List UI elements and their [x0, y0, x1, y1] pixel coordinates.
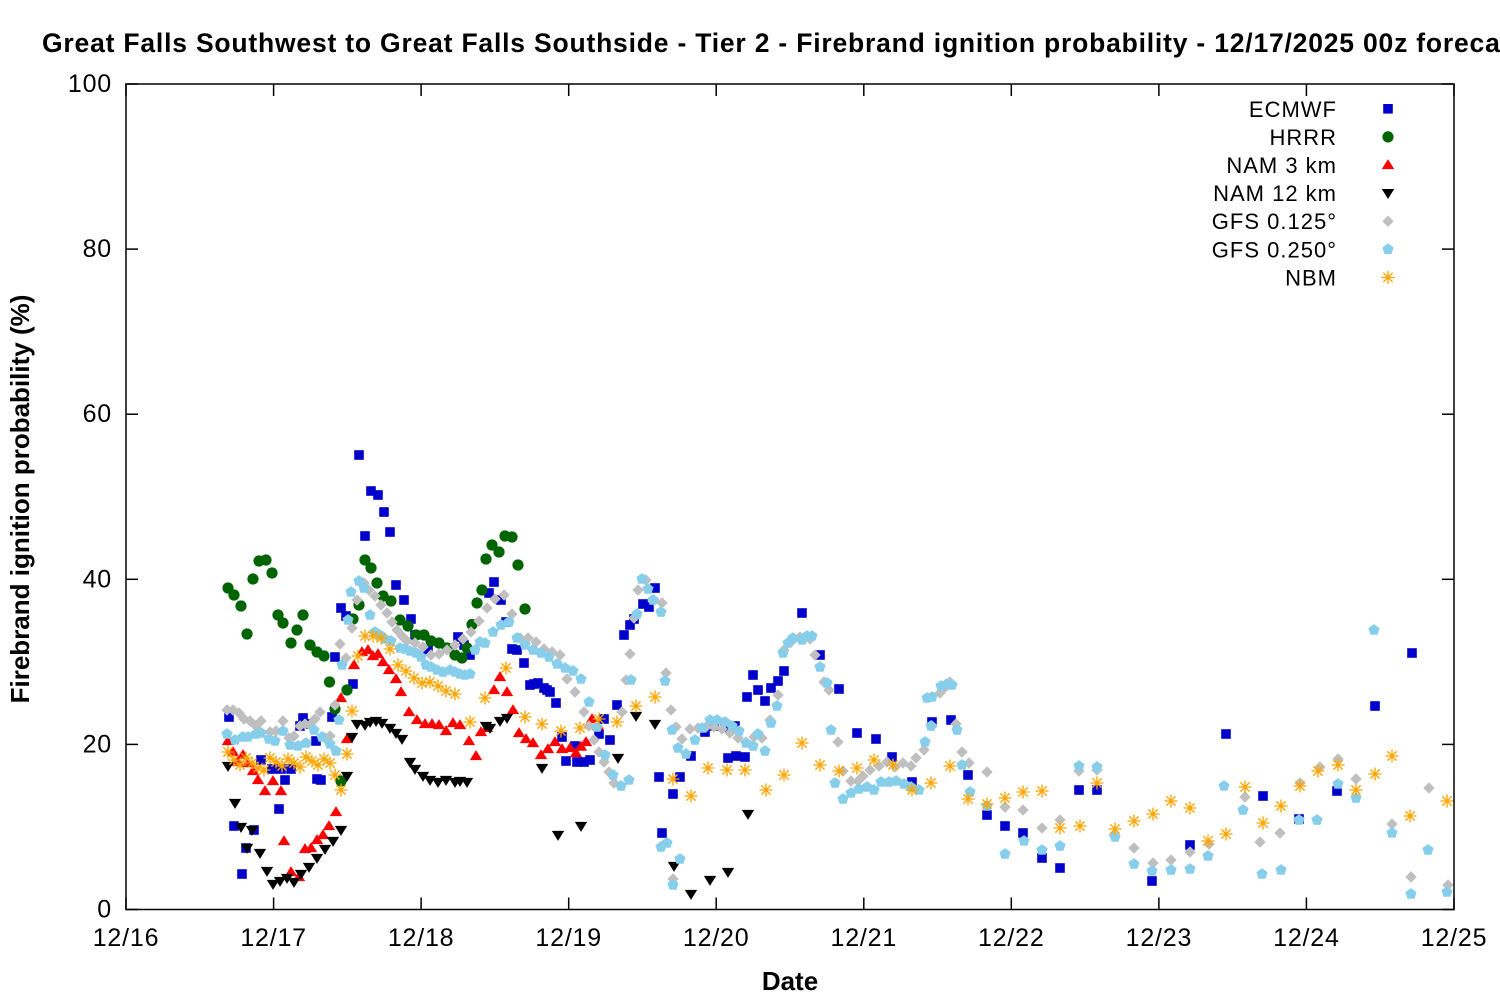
svg-text:100: 100 [68, 70, 112, 98]
svg-text:20: 20 [83, 730, 112, 758]
svg-text:12/23: 12/23 [1126, 924, 1193, 952]
svg-text:Date: Date [762, 966, 818, 996]
svg-text:12/17: 12/17 [240, 924, 307, 952]
svg-text:12/24: 12/24 [1273, 924, 1340, 952]
svg-text:12/18: 12/18 [388, 924, 455, 952]
svg-text:40: 40 [83, 565, 112, 593]
svg-text:12/25: 12/25 [1421, 924, 1488, 952]
svg-text:Great Falls Southwest to Great: Great Falls Southwest to Great Falls Sou… [42, 28, 1500, 58]
svg-text:0: 0 [97, 896, 112, 924]
svg-text:NAM 3 km: NAM 3 km [1226, 153, 1337, 178]
svg-text:Firebrand ignition probability: Firebrand ignition probability (%) [5, 295, 35, 704]
svg-text:NAM 12 km: NAM 12 km [1213, 181, 1337, 206]
svg-text:GFS 0.250°: GFS 0.250° [1212, 237, 1337, 262]
svg-text:80: 80 [83, 235, 112, 263]
svg-text:ECMWF: ECMWF [1249, 97, 1337, 122]
svg-text:12/20: 12/20 [683, 924, 750, 952]
svg-text:12/19: 12/19 [535, 924, 602, 952]
svg-text:12/22: 12/22 [978, 924, 1045, 952]
svg-text:60: 60 [83, 400, 112, 428]
svg-text:NBM: NBM [1285, 265, 1337, 290]
svg-text:HRRR: HRRR [1269, 125, 1337, 150]
svg-text:12/21: 12/21 [831, 924, 898, 952]
svg-text:GFS 0.125°: GFS 0.125° [1212, 209, 1337, 234]
svg-text:12/16: 12/16 [93, 924, 160, 952]
